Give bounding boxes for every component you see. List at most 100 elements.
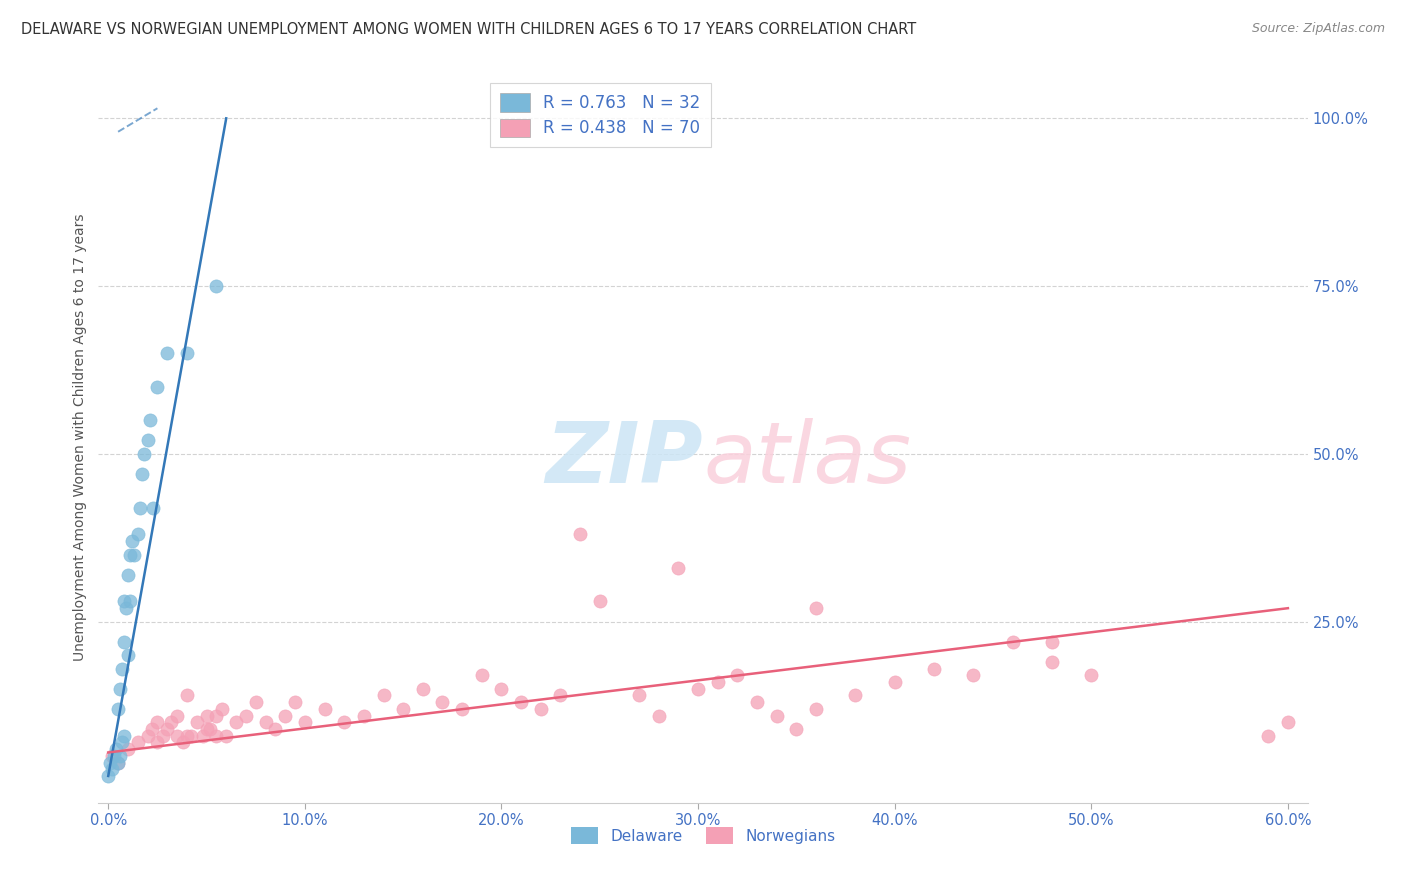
Point	[688, 681, 710, 696]
Point	[550, 689, 572, 703]
Point	[314, 702, 336, 716]
Point	[176, 346, 198, 360]
Point	[1001, 634, 1024, 648]
Point	[491, 681, 513, 696]
Point	[166, 729, 188, 743]
Point	[235, 708, 257, 723]
Point	[373, 689, 395, 703]
Point	[205, 708, 228, 723]
Point	[136, 729, 159, 743]
Point	[127, 735, 149, 749]
Point	[112, 729, 135, 743]
Point	[156, 722, 179, 736]
Point	[725, 668, 748, 682]
Point	[122, 548, 145, 562]
Point	[510, 695, 533, 709]
Point	[451, 702, 474, 716]
Point	[136, 434, 159, 448]
Point	[530, 702, 553, 716]
Point	[284, 695, 307, 709]
Point	[191, 729, 214, 743]
Point	[103, 748, 125, 763]
Point	[141, 722, 163, 736]
Point	[108, 681, 131, 696]
Point	[706, 675, 728, 690]
Point	[1040, 634, 1063, 648]
Point	[121, 534, 143, 549]
Point	[569, 527, 592, 541]
Point	[112, 594, 135, 608]
Point	[254, 715, 277, 730]
Text: atlas: atlas	[703, 417, 911, 500]
Point	[245, 695, 267, 709]
Point	[1277, 715, 1299, 730]
Point	[112, 634, 135, 648]
Point	[107, 702, 129, 716]
Point	[138, 413, 160, 427]
Point	[205, 729, 228, 743]
Point	[225, 715, 247, 730]
Point	[97, 769, 120, 783]
Point	[412, 681, 434, 696]
Point	[668, 561, 690, 575]
Point	[98, 756, 121, 770]
Point	[211, 702, 233, 716]
Point	[131, 467, 153, 481]
Point	[195, 708, 218, 723]
Point	[471, 668, 494, 682]
Point	[432, 695, 454, 709]
Point	[922, 662, 945, 676]
Point	[353, 708, 375, 723]
Point	[101, 748, 124, 763]
Point	[785, 722, 807, 736]
Point	[156, 346, 179, 360]
Point	[176, 729, 198, 743]
Text: Source: ZipAtlas.com: Source: ZipAtlas.com	[1251, 22, 1385, 36]
Point	[115, 601, 138, 615]
Point	[1040, 655, 1063, 669]
Point	[107, 756, 129, 770]
Point	[146, 735, 169, 749]
Point	[117, 567, 139, 582]
Point	[105, 742, 128, 756]
Point	[883, 675, 905, 690]
Point	[1257, 729, 1279, 743]
Point	[118, 548, 141, 562]
Point	[648, 708, 671, 723]
Point	[117, 648, 139, 662]
Point	[117, 742, 139, 756]
Point	[274, 708, 297, 723]
Point	[180, 729, 202, 743]
Point	[132, 447, 155, 461]
Point	[108, 748, 131, 763]
Point	[160, 715, 183, 730]
Point	[765, 708, 787, 723]
Point	[101, 762, 124, 776]
Point	[200, 722, 222, 736]
Point	[1080, 668, 1102, 682]
Text: ZIP: ZIP	[546, 417, 703, 500]
Y-axis label: Unemployment Among Women with Children Ages 6 to 17 years: Unemployment Among Women with Children A…	[73, 213, 87, 661]
Point	[146, 380, 169, 394]
Point	[111, 735, 134, 749]
Point	[176, 689, 198, 703]
Point	[166, 708, 188, 723]
Point	[264, 722, 287, 736]
Point	[294, 715, 316, 730]
Point	[804, 702, 827, 716]
Point	[205, 279, 228, 293]
Point	[152, 729, 174, 743]
Point	[215, 729, 238, 743]
Point	[127, 527, 149, 541]
Point	[844, 689, 866, 703]
Point	[745, 695, 768, 709]
Point	[589, 594, 612, 608]
Point	[128, 500, 150, 515]
Point	[111, 662, 134, 676]
Point	[107, 756, 129, 770]
Point	[118, 594, 141, 608]
Text: DELAWARE VS NORWEGIAN UNEMPLOYMENT AMONG WOMEN WITH CHILDREN AGES 6 TO 17 YEARS : DELAWARE VS NORWEGIAN UNEMPLOYMENT AMONG…	[21, 22, 917, 37]
Point	[195, 722, 218, 736]
Point	[804, 601, 827, 615]
Point	[962, 668, 984, 682]
